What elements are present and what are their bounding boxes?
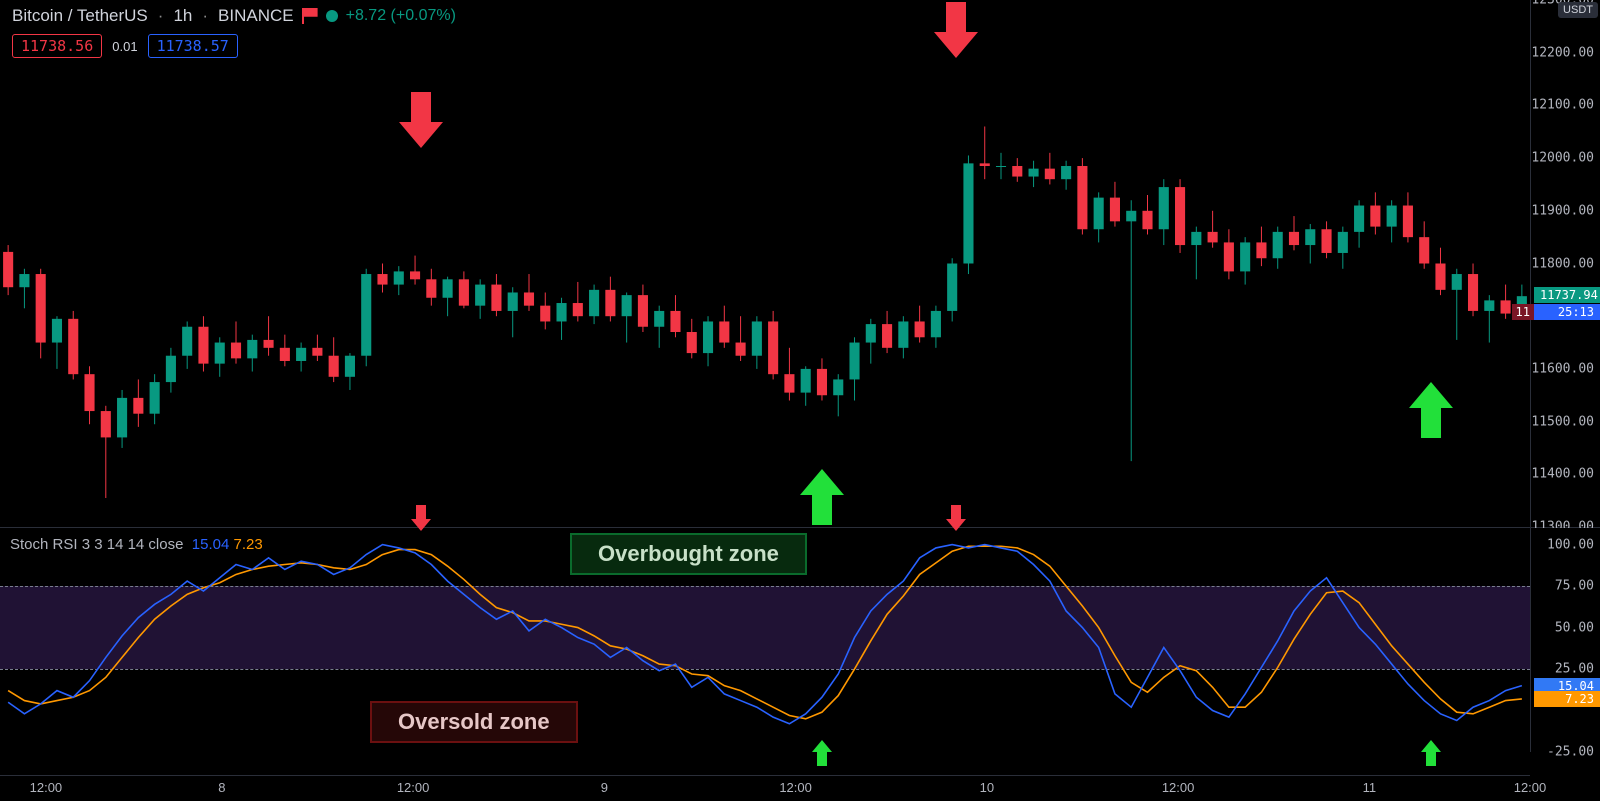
bid-price[interactable]: 11738.56 <box>12 34 102 58</box>
indicator-params: 3 3 14 14 close <box>82 536 184 553</box>
price-tick: 12200.00 <box>1531 45 1594 60</box>
indicator-tick: -25.00 <box>1547 745 1594 760</box>
time-tick: 12:00 <box>1514 780 1547 795</box>
symbol-header[interactable]: Bitcoin / TetherUS · 1h · BINANCE +8.72 … <box>12 6 456 26</box>
exchange-label: BINANCE <box>218 6 294 26</box>
price-tick: 12100.00 <box>1531 98 1594 113</box>
ask-price[interactable]: 11738.57 <box>148 34 238 58</box>
indicator-d-value: 7.23 <box>234 536 263 553</box>
d-value-tag: 7.23 <box>1534 691 1600 707</box>
time-tick: 12:00 <box>397 780 430 795</box>
indicator-k-value: 15.04 <box>192 536 230 553</box>
aux-price-tag: 11 <box>1512 304 1534 320</box>
sell-arrow-icon <box>945 505 967 531</box>
time-tick: 12:00 <box>1162 780 1195 795</box>
change-value: +8.72 (+0.07%) <box>346 7 456 25</box>
buy-arrow-icon <box>811 740 833 766</box>
sell-arrow-icon <box>932 2 980 58</box>
indicator-legend[interactable]: Stoch RSI 3 3 14 14 close 15.04 7.23 <box>10 536 263 553</box>
indicator-name: Stoch RSI <box>10 536 78 553</box>
sell-arrow-icon <box>410 505 432 531</box>
time-tick: 10 <box>980 780 994 795</box>
indicator-tick: 100.00 <box>1547 537 1594 552</box>
price-tick: 11900.00 <box>1531 203 1594 218</box>
pane-separator[interactable] <box>0 527 1600 528</box>
time-tick: 9 <box>601 780 608 795</box>
candlestick-chart[interactable] <box>0 0 1530 527</box>
indicator-pane[interactable]: Stoch RSI 3 3 14 14 close 15.04 7.23 Ove… <box>0 528 1530 752</box>
price-tick: 11400.00 <box>1531 467 1594 482</box>
overbought-annotation[interactable]: Overbought zone <box>570 533 807 575</box>
time-tick: 12:00 <box>30 780 63 795</box>
symbol-name[interactable]: Bitcoin / TetherUS <box>12 6 148 26</box>
time-tick: 8 <box>218 780 225 795</box>
price-axis[interactable]: USDT 12300.0012200.0012100.0012000.00119… <box>1530 0 1600 527</box>
indicator-tick: 25.00 <box>1555 662 1594 677</box>
resolution-label[interactable]: 1h <box>173 6 192 26</box>
price-tick: 11500.00 <box>1531 414 1594 429</box>
unit-badge: USDT <box>1558 2 1598 18</box>
time-axis[interactable]: 12:00812:00912:001012:001112:00 <box>0 775 1530 801</box>
spread-value: 0.01 <box>112 39 137 54</box>
buy-arrow-icon <box>1420 740 1442 766</box>
price-tick: 11800.00 <box>1531 256 1594 271</box>
price-tick: 12000.00 <box>1531 151 1594 166</box>
indicator-tick: 50.00 <box>1555 620 1594 635</box>
flag-icon <box>302 8 318 24</box>
time-tick: 12:00 <box>779 780 812 795</box>
countdown-tag: 25:13 <box>1534 304 1600 320</box>
last-price-tag: 11737.94 <box>1534 287 1600 303</box>
indicator-axis[interactable]: 100.0075.0050.0025.00-25.0015.047.23 <box>1530 528 1600 752</box>
market-status-icon <box>326 10 338 22</box>
bid-ask-row: 11738.56 0.01 11738.57 <box>12 34 238 58</box>
oversold-annotation[interactable]: Oversold zone <box>370 701 578 743</box>
buy-arrow-icon <box>798 469 846 525</box>
indicator-tick: 75.00 <box>1555 579 1594 594</box>
price-chart-pane[interactable] <box>0 0 1530 527</box>
time-tick: 11 <box>1363 780 1377 795</box>
price-tick: 11600.00 <box>1531 361 1594 376</box>
sell-arrow-icon <box>397 92 445 148</box>
buy-arrow-icon <box>1407 382 1455 438</box>
